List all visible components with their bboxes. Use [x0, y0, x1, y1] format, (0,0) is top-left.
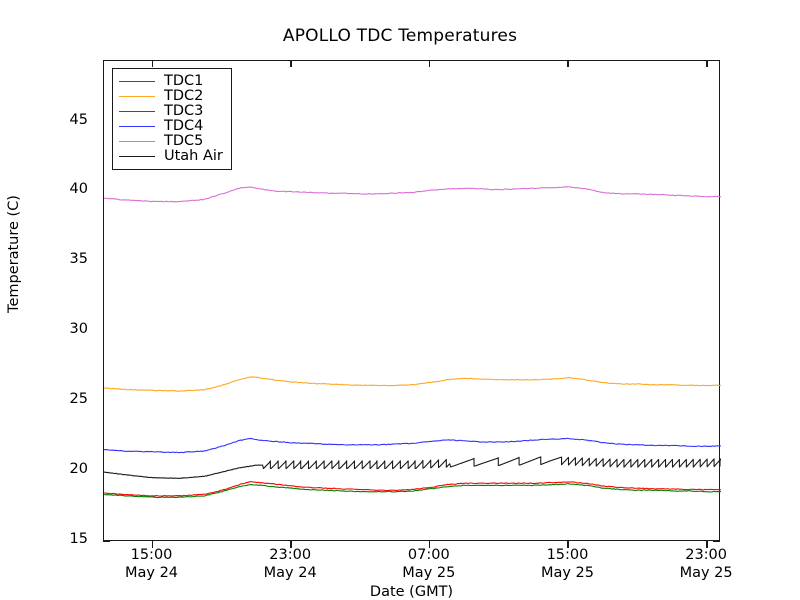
legend-label: TDC3	[164, 103, 204, 119]
x-tick-label: 15:00 May 25	[507, 546, 627, 582]
x-tick-time: 07:00	[407, 547, 450, 563]
legend-label: TDC5	[164, 133, 204, 149]
x-tick-date: May 25	[679, 565, 733, 581]
x-tick-mark	[290, 541, 292, 548]
x-tick-mark	[151, 541, 153, 548]
y-tick-label: 40	[69, 181, 88, 198]
y-axis-label: Temperature (C)	[6, 195, 22, 313]
y-tick-label: 35	[69, 251, 88, 268]
x-tick-date: May 25	[402, 565, 456, 581]
x-tick-date: May 24	[263, 565, 317, 581]
y-tick-mark	[713, 541, 720, 543]
x-tick-time: 15:00	[546, 547, 589, 563]
x-tick-mark	[706, 60, 708, 67]
legend-item-tdc3[interactable]: TDC3	[119, 104, 223, 119]
series-line-tdc1	[104, 481, 721, 497]
y-tick-label: 15	[69, 531, 88, 547]
series-line-tdc4	[104, 437, 721, 454]
y-tick-mark	[103, 541, 110, 543]
legend-item-tdc2[interactable]: TDC2	[119, 89, 223, 104]
legend-item-tdc1[interactable]: TDC1	[119, 74, 223, 89]
x-tick-label: 23:00 May 24	[230, 546, 350, 582]
x-tick-mark	[290, 60, 292, 67]
y-tick-label: 30	[69, 321, 88, 338]
legend-label: TDC2	[164, 88, 204, 104]
x-tick-date: May 25	[540, 565, 594, 581]
x-tick-mark	[706, 541, 708, 548]
y-tick-label: 20	[69, 461, 88, 478]
legend-item-tdc4[interactable]: TDC4	[119, 119, 223, 134]
legend-color-swatch	[119, 81, 155, 82]
legend-label: TDC4	[164, 118, 204, 134]
x-tick-mark	[567, 60, 569, 67]
x-tick-date: May 24	[124, 565, 179, 581]
x-tick-time: 15:00	[130, 547, 173, 563]
plot-lines	[104, 186, 721, 499]
legend-label: Utah Air	[164, 148, 223, 164]
x-tick-mark	[151, 60, 153, 67]
x-tick-mark	[428, 60, 431, 67]
legend-color-swatch	[119, 126, 155, 127]
x-tick-time: 23:00	[685, 547, 728, 563]
y-tick-label: 45	[69, 111, 88, 128]
legend: TDC1 TDC2 TDC3 TDC4 TDC5 Utah Air	[112, 68, 232, 170]
series-line-tdc2	[104, 376, 721, 392]
legend-item-tdc5[interactable]: TDC5	[119, 134, 223, 149]
x-tick-mark	[567, 541, 569, 548]
series-line-tdc5	[104, 186, 721, 203]
x-tick-mark	[428, 541, 431, 548]
x-tick-label: 15:00 May 24	[92, 546, 212, 582]
legend-label: TDC1	[164, 73, 204, 89]
legend-color-swatch	[119, 141, 155, 142]
x-tick-label: 07:00 May 25	[369, 546, 489, 582]
series-line-tdc3	[104, 483, 721, 499]
legend-color-swatch	[119, 96, 155, 97]
series-line-utah-air	[104, 456, 721, 479]
x-tick-label: 23:00 May 25	[646, 546, 766, 582]
chart-title: APOLLO TDC Temperatures	[282, 26, 518, 46]
x-tick-time: 23:00	[269, 547, 312, 563]
y-tick-label: 25	[69, 391, 88, 408]
x-axis-label: Date (GMT)	[369, 584, 454, 600]
legend-item-utah-air[interactable]: Utah Air	[119, 149, 223, 164]
legend-color-swatch	[119, 156, 155, 157]
legend-color-swatch	[119, 111, 155, 112]
